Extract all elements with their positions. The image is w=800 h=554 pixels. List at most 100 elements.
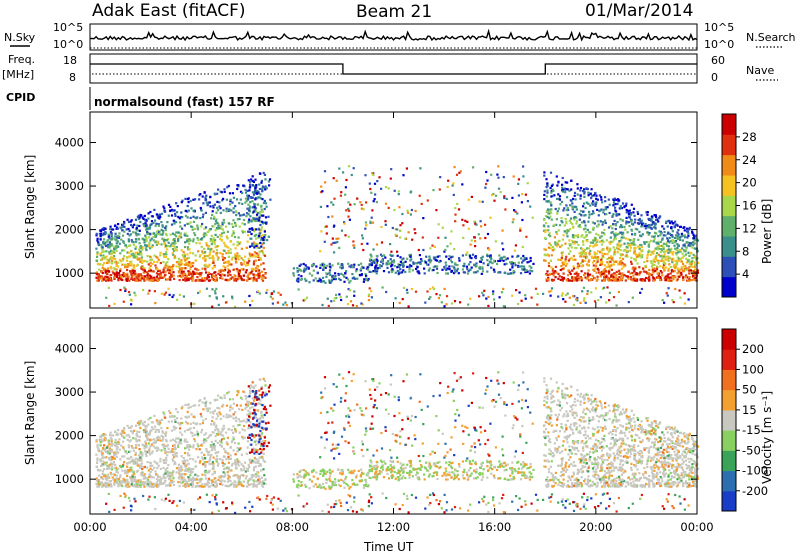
- power-echo-cell: [251, 228, 254, 231]
- power-echo-cell: [398, 265, 401, 268]
- power-echo-cell: [595, 252, 598, 255]
- power-echo-cell: [389, 261, 392, 264]
- power-echo-cell: [243, 185, 246, 188]
- velocity-echo-cell: [256, 461, 259, 464]
- power-echo-cell: [627, 209, 630, 213]
- velocity-echo-cell: [208, 463, 211, 466]
- power-echo-cell: [584, 276, 587, 279]
- power-echo-cell: [175, 202, 178, 205]
- power-echo-cell: [627, 301, 630, 304]
- velocity-echo-cell: [114, 466, 118, 469]
- power-echo-cell: [409, 213, 412, 216]
- power-echo-cell: [575, 298, 578, 301]
- power-echo-cell: [614, 234, 617, 237]
- power-echo-cell: [161, 276, 164, 279]
- power-echo-cell: [232, 219, 235, 222]
- power-echo-cell: [235, 211, 238, 214]
- power-echo-cell: [177, 257, 180, 260]
- power-echo-cell: [247, 179, 250, 182]
- velocity-echo-cell: [205, 400, 208, 403]
- power-echo-cell: [551, 269, 554, 272]
- power-echo-cell: [561, 238, 564, 241]
- power-echo-cell: [119, 268, 122, 271]
- power-echo-cell: [631, 271, 634, 274]
- power-echo-cell: [185, 274, 189, 277]
- velocity-echo-cell: [152, 427, 155, 431]
- power-echo-cell: [97, 241, 100, 244]
- power-echo-cell: [571, 279, 574, 282]
- velocity-echo-cell: [121, 455, 124, 458]
- power-echo-cell: [561, 254, 564, 257]
- power-echo-cell: [528, 272, 531, 275]
- power-echo-cell: [141, 266, 144, 269]
- power-echo-cell: [261, 198, 264, 201]
- power-echo-cell: [532, 262, 535, 265]
- power-echo-cell: [590, 188, 593, 191]
- velocity-echo-cell: [122, 430, 125, 433]
- power-echo-cell: [656, 266, 659, 269]
- power-echo-cell: [671, 239, 674, 242]
- power-echo-cell: [457, 272, 460, 275]
- power-echo-cell: [618, 213, 621, 216]
- velocity-echo-cell: [123, 461, 126, 464]
- power-echo-cell: [564, 260, 567, 263]
- power-echo-cell: [499, 259, 502, 262]
- velocity-echo-cell: [252, 399, 256, 402]
- power-echo-cell: [188, 273, 191, 276]
- power-echo-cell: [243, 262, 246, 265]
- power-echo-cell: [169, 233, 172, 236]
- power-echo-cell: [259, 223, 262, 227]
- power-echo-cell: [616, 221, 619, 224]
- power-echo-cell: [513, 209, 516, 212]
- power-echo-cell: [589, 241, 592, 244]
- power-echo-cell: [197, 250, 200, 253]
- power-echo-cell: [522, 175, 525, 178]
- power-echo-cell: [245, 199, 248, 203]
- power-echo-cell: [222, 265, 225, 268]
- power-echo-cell: [504, 258, 507, 261]
- power-echo-cell: [569, 217, 573, 220]
- power-echo-cell: [103, 250, 106, 253]
- power-echo-cell: [111, 251, 114, 254]
- velocity-echo-cell: [126, 478, 129, 481]
- velocity-echo-cell: [249, 389, 252, 392]
- power-echo-cell: [224, 268, 227, 272]
- power-echo-cell: [148, 274, 151, 277]
- power-echo-cell: [586, 272, 589, 275]
- power-echo-cell: [481, 266, 484, 269]
- power-echo-cell: [249, 183, 252, 186]
- power-echo-cell: [672, 240, 676, 243]
- power-echo-cell: [506, 257, 509, 260]
- power-echo-cell: [264, 202, 268, 205]
- power-echo-cell: [375, 243, 379, 246]
- velocity-echo-cell: [161, 482, 164, 485]
- power-echo-cell: [227, 268, 230, 271]
- power-echo-cell: [543, 259, 546, 262]
- power-echo-cell: [241, 214, 244, 217]
- power-echo-cell: [632, 207, 636, 210]
- power-echo-cell: [633, 247, 636, 250]
- velocity-echo-cell: [242, 474, 245, 477]
- power-echo-cell: [412, 261, 415, 264]
- power-echo-cell: [428, 267, 431, 270]
- power-echo-cell: [168, 293, 171, 296]
- power-echo-cell: [191, 264, 194, 268]
- velocity-echo-cell: [213, 470, 216, 473]
- power-echo-cell: [571, 269, 574, 272]
- power-echo-cell: [578, 218, 581, 221]
- power-echo-cell: [124, 275, 127, 278]
- power-echo-cell: [204, 211, 207, 214]
- power-echo-cell: [298, 264, 301, 267]
- velocity-echo-cell: [221, 459, 224, 462]
- power-echo-cell: [366, 266, 369, 269]
- velocity-echo-cell: [251, 461, 254, 464]
- power-echo-cell: [619, 245, 622, 248]
- velocity-echo-cell: [96, 459, 99, 462]
- velocity-echo-cell: [204, 417, 207, 420]
- power-echo-cell: [619, 257, 622, 260]
- power-echo-cell: [362, 208, 365, 211]
- power-echo-cell: [550, 254, 553, 257]
- power-echo-cell: [542, 218, 546, 221]
- power-echo-cell: [104, 233, 107, 236]
- power-echo-cell: [434, 259, 437, 262]
